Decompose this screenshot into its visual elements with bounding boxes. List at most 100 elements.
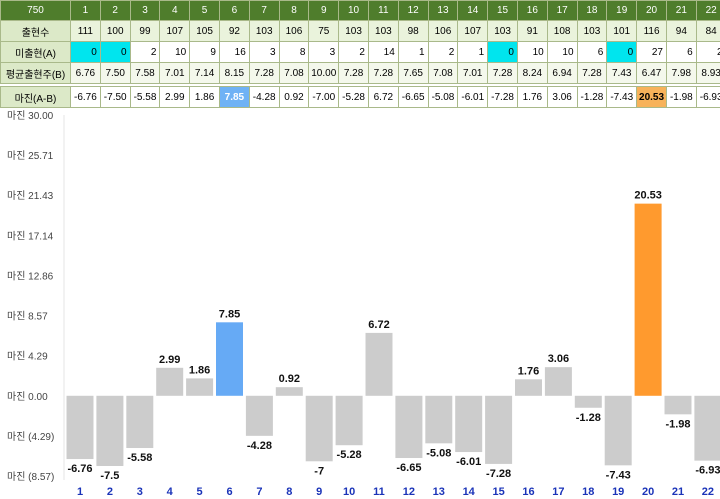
column-header: 18: [576, 0, 608, 21]
bar-value-label: 20.53: [634, 190, 662, 202]
y-tick-label: 마진 8.57: [7, 311, 48, 323]
bar: [425, 395, 453, 444]
x-tick-label: 17: [552, 486, 564, 498]
bar-value-label: 1.76: [518, 365, 539, 377]
column-header: 4: [159, 0, 191, 21]
table-cell: 2: [129, 41, 161, 63]
bar: [305, 395, 333, 462]
table-cell: 108: [546, 20, 578, 42]
table-cell: 6.47: [636, 62, 667, 84]
table-cell: 14: [367, 41, 399, 63]
bar: [66, 395, 94, 460]
table-cell: 8.93: [695, 62, 720, 84]
x-tick-label: 14: [463, 486, 476, 498]
table-cell: 116: [636, 20, 667, 42]
y-tick-label: 마진 (4.29): [7, 431, 54, 443]
table-cell: 7.28: [338, 62, 369, 84]
bar: [126, 395, 154, 449]
table-cell: 1: [397, 41, 429, 63]
table-cell: 27: [636, 41, 667, 63]
table-cell: 2.99: [159, 86, 191, 108]
x-tick-label: 15: [492, 486, 504, 498]
table-cell: 10: [159, 41, 191, 63]
table-cell: 7.08: [278, 62, 310, 84]
table-cell: 1.86: [189, 86, 220, 108]
x-tick-label: 10: [343, 486, 355, 498]
table-cell: -6.76: [70, 86, 101, 108]
table-cell: 0.92: [278, 86, 310, 108]
bar: [694, 395, 720, 461]
bar-value-label: -5.28: [337, 449, 362, 461]
margin-bar-chart: 마진 30.00 마진 25.71 마진 21.43 마진 17.14 마진 12.86…: [7, 110, 720, 498]
bar: [156, 367, 184, 396]
bar-value-label: -6.93: [695, 465, 720, 477]
column-header: 7: [248, 0, 280, 21]
table-cell: 103: [248, 20, 280, 42]
table-cell: 1.76: [516, 86, 548, 108]
table-cell: 8.24: [516, 62, 548, 84]
table-cell: 7.28: [576, 62, 608, 84]
absent-row: 미출현(A)0021091638321412101010602762: [0, 41, 720, 63]
table-cell: 10: [546, 41, 578, 63]
bar-value-label: -7.5: [100, 470, 119, 482]
table-cell: 16: [218, 41, 250, 63]
x-tick-label: 6: [226, 486, 232, 498]
table-cell: -7.43: [606, 86, 638, 108]
bar: [604, 395, 632, 466]
y-tick-label: 마진 25.71: [7, 150, 54, 162]
table-cell: 7.01: [159, 62, 191, 84]
table-cell: 7.08: [427, 62, 459, 84]
table-cell: 7.98: [665, 62, 697, 84]
column-header: 2: [99, 0, 131, 21]
bar-value-label: -1.98: [665, 418, 690, 430]
table-cell: 107: [457, 20, 489, 42]
table-cell: 7.43: [606, 62, 638, 84]
table-corner-cell: 750: [0, 0, 71, 21]
table-cell: 3: [308, 41, 340, 63]
table-cell: 103: [576, 20, 608, 42]
bar: [216, 322, 243, 396]
column-header: 20: [636, 0, 667, 21]
x-tick-label: 16: [522, 486, 534, 498]
table-cell: 8: [278, 41, 310, 63]
x-tick-label: 20: [642, 486, 654, 498]
table-cell: 0: [487, 41, 518, 63]
x-tick-label: 8: [286, 486, 292, 498]
bar-value-label: -6.01: [456, 456, 481, 468]
column-header: 8: [278, 0, 310, 21]
table-cell: 92: [218, 20, 250, 42]
bar: [544, 367, 572, 396]
y-tick-label: 마진 30.00: [7, 110, 54, 122]
x-tick-label: 1: [77, 486, 83, 498]
column-header: 13: [427, 0, 459, 21]
table-cell: 94: [665, 20, 697, 42]
column-header: 3: [129, 0, 161, 21]
column-header: 15: [487, 0, 518, 21]
x-tick-label: 19: [612, 486, 624, 498]
row-spacer: [0, 83, 720, 87]
table-cell: 0: [606, 41, 638, 63]
column-header: 19: [606, 0, 638, 21]
column-header: 9: [308, 0, 340, 21]
bar: [275, 387, 303, 396]
table-cell: 10: [516, 41, 548, 63]
row-label: 평균출현주(B): [0, 62, 71, 84]
table-cell: -6.65: [397, 86, 429, 108]
table-cell: 106: [427, 20, 459, 42]
bar: [245, 395, 273, 436]
x-tick-label: 11: [373, 486, 385, 498]
table-cell: -5.28: [338, 86, 369, 108]
table-cell: 6.76: [70, 62, 101, 84]
table-cell: -5.08: [427, 86, 459, 108]
table-cell: 10.00: [308, 62, 340, 84]
table-cell: 2: [427, 41, 459, 63]
table-cell: 84: [695, 20, 720, 42]
table-cell: 100: [99, 20, 131, 42]
y-tick-label: 마진 0.00: [7, 391, 48, 403]
stats-table: 750 1 2 3 4 5 6 7 8 9 10 11 12 13 14 15 16 17 18 19 20 21 22 출현…: [0, 0, 720, 108]
table-cell: 9: [189, 41, 220, 63]
table-cell: 3: [248, 41, 280, 63]
table-cell: 6: [665, 41, 697, 63]
table-cell: 99: [129, 20, 161, 42]
table-cell: 2: [338, 41, 369, 63]
